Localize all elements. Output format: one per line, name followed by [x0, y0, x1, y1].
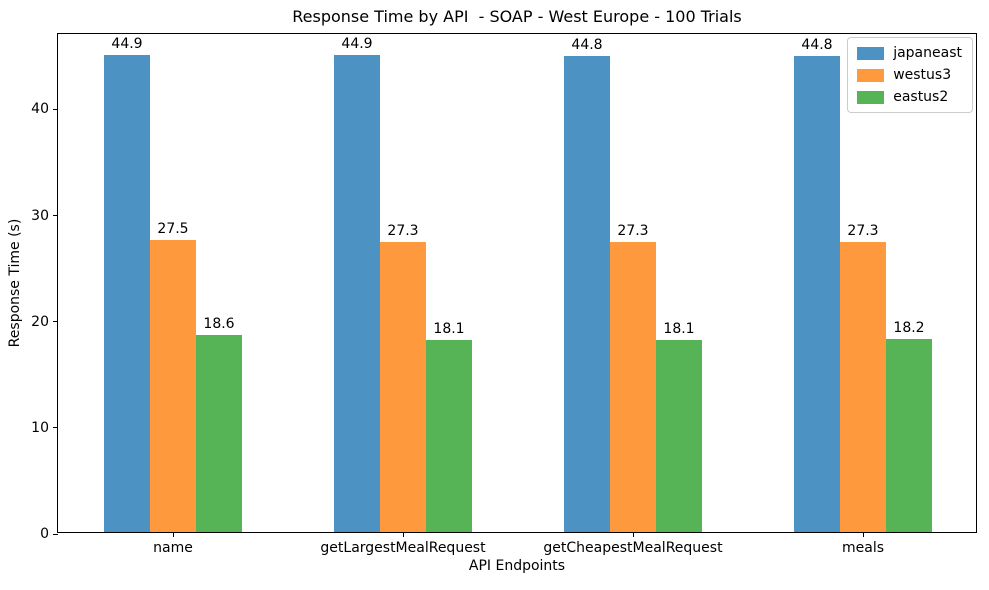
bar-japaneast-getCheapestMealRequest — [564, 56, 610, 532]
x-tick-mark — [402, 532, 404, 537]
x-tick-mark — [862, 532, 864, 537]
bar-value-label-westus3-meals: 27.3 — [847, 223, 879, 240]
y-tick-label: 30 — [31, 207, 49, 224]
bar-value-label-japaneast-getCheapestMealRequest: 44.8 — [571, 37, 603, 54]
bar-westus3-getCheapestMealRequest — [610, 242, 656, 532]
x-tick-mark — [632, 532, 634, 537]
y-tick-mark — [53, 533, 58, 535]
bar-value-label-westus3-name: 27.5 — [157, 221, 189, 238]
legend-item-eastus2: eastus2 — [857, 89, 962, 105]
bar-value-label-eastus2-getLargestMealRequest: 18.1 — [433, 320, 465, 337]
bar-japaneast-getLargestMealRequest — [334, 55, 380, 532]
bar-eastus2-name — [196, 334, 242, 532]
chart-title: Response Time by API - SOAP - West Europ… — [292, 7, 742, 26]
bar-value-label-eastus2-meals: 18.2 — [893, 319, 925, 336]
x-tick-mark — [172, 532, 174, 537]
y-axis-label: Response Time (s) — [7, 218, 23, 348]
bar-eastus2-getLargestMealRequest — [426, 339, 472, 532]
x-tick-label-getLargestMealRequest: getLargestMealRequest — [320, 540, 486, 556]
y-tick-mark — [53, 215, 58, 217]
bar-value-label-eastus2-name: 18.6 — [203, 315, 235, 332]
legend: japaneast westus3 eastus2 — [847, 37, 973, 113]
y-tick-mark — [53, 427, 58, 429]
y-tick-mark — [53, 321, 58, 323]
legend-swatch-icon — [857, 68, 885, 82]
y-tick-label: 40 — [31, 101, 49, 118]
bar-westus3-name — [150, 240, 196, 532]
legend-swatch-icon — [857, 46, 885, 60]
bar-value-label-japaneast-meals: 44.8 — [801, 37, 833, 54]
y-tick-label: 0 — [40, 526, 49, 542]
x-tick-label-getCheapestMealRequest: getCheapestMealRequest — [543, 540, 723, 556]
bar-japaneast-meals — [794, 56, 840, 532]
plot-area: 0 10 20 30 40 name 44.9 27.5 18.6 getLargestMealR… — [31, 33, 977, 556]
bar-value-label-japaneast-name: 44.9 — [111, 36, 143, 53]
bar-eastus2-getCheapestMealRequest — [656, 339, 702, 532]
legend-label: westus3 — [893, 67, 952, 83]
legend-item-japaneast: japaneast — [857, 45, 962, 61]
bar-japaneast-name — [104, 55, 150, 532]
bar-eastus2-meals — [886, 338, 932, 532]
x-tick-label-name: name — [153, 540, 193, 556]
bar-value-label-japaneast-getLargestMealRequest: 44.9 — [341, 36, 373, 53]
y-tick-mark — [53, 108, 58, 110]
legend-label: eastus2 — [893, 89, 949, 105]
legend-swatch-icon — [857, 90, 885, 104]
bar-value-label-eastus2-getCheapestMealRequest: 18.1 — [663, 320, 695, 337]
legend-label: japaneast — [893, 45, 962, 61]
y-tick-label: 20 — [31, 313, 49, 330]
legend-item-westus3: westus3 — [857, 67, 962, 83]
bar-westus3-getLargestMealRequest — [380, 242, 426, 532]
y-tick-label: 10 — [31, 419, 49, 436]
x-tick-label-meals: meals — [841, 540, 885, 556]
bar-westus3-meals — [840, 242, 886, 532]
bar-value-label-westus3-getLargestMealRequest: 27.3 — [387, 223, 419, 240]
bar-value-label-westus3-getCheapestMealRequest: 27.3 — [617, 223, 649, 240]
x-axis-label: API Endpoints — [468, 558, 566, 574]
